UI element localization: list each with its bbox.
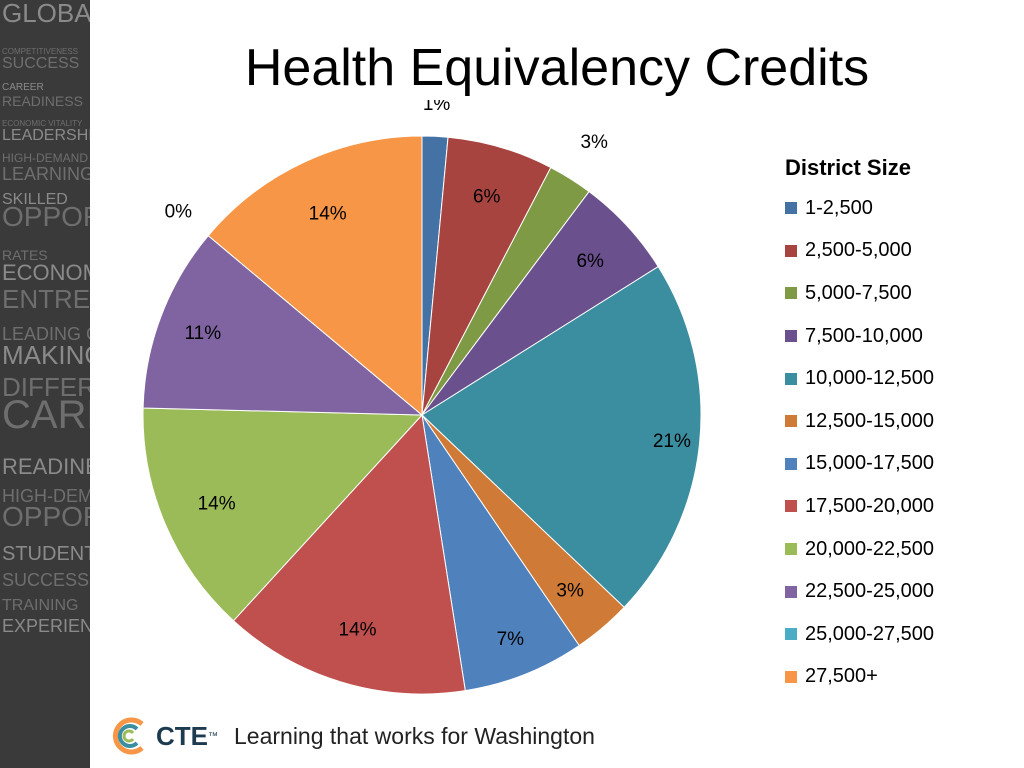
legend-item: 1-2,500 (785, 187, 934, 230)
legend-label: 22,500-25,000 (805, 580, 935, 603)
collage-word: ECONOMIC VITALITY (2, 119, 83, 128)
collage-word: LEADING CHANGE (2, 324, 90, 344)
legend-label: 7,500-10,000 (805, 324, 923, 347)
collage-word: CAREER (2, 82, 44, 93)
legend-title: District Size (785, 155, 911, 180)
legend-label: 20,000-22,500 (805, 537, 935, 560)
chart-legend: District Size 1-2,500 2,500-5,000 5,000-7,… (785, 155, 934, 698)
collage-word: OPPORTUNITY (2, 201, 90, 232)
collage-word: SUCCESS (2, 55, 79, 72)
legend-swatch (785, 244, 797, 257)
data-label: 14% (198, 493, 236, 514)
collage-word: EXPERIENCE (2, 616, 90, 636)
collage-word: LEADERSHIP (2, 127, 90, 144)
footer-branding: CTE ™ Learning that works for Washington (108, 712, 595, 760)
legend-swatch (785, 670, 797, 683)
collage-word: SKILLED (2, 191, 68, 208)
pie-slice-17-500-20-000 (232, 413, 466, 695)
collage-word: RATES (2, 247, 48, 263)
pie-slice-10-000-12-500 (421, 265, 702, 609)
legend-swatch (785, 202, 797, 215)
legend-item: 22,500-25,000 (785, 570, 934, 613)
data-label: 6% (576, 251, 604, 272)
pie-slice-27-500- (207, 135, 423, 417)
legend-swatch (785, 330, 797, 343)
legend-label: 27,500+ (805, 665, 878, 688)
legend-item: 17,500-20,000 (785, 485, 934, 528)
collage-word: LEARNING (2, 164, 90, 184)
legend-item: 12,500-15,000 (785, 400, 934, 443)
legend-item: 7,500-10,000 (785, 315, 934, 358)
legend-swatch (785, 287, 797, 300)
data-label: 0% (165, 202, 193, 223)
legend-swatch (785, 372, 797, 385)
collage-word: HIGH-DEMAND (2, 151, 88, 165)
data-label: 11% (184, 323, 221, 344)
legend-item: 5,000-7,500 (785, 272, 934, 315)
collage-word: READINESS (2, 454, 90, 479)
data-label: 6% (473, 187, 501, 208)
legend-label: 1-2,500 (805, 196, 873, 219)
legend-item: 2,500-5,000 (785, 230, 934, 273)
legend-item: 10,000-12,500 (785, 357, 934, 400)
legend-label: 10,000-12,500 (805, 367, 935, 390)
collage-word: CAREER (2, 393, 90, 437)
collage-word: MAKING A (2, 340, 90, 370)
collage-word: DIFFERENCE (2, 372, 90, 402)
legend-label: 2,500-5,000 (805, 239, 912, 262)
collage-word: SUCCESS (2, 570, 89, 590)
legend-label: 5,000-7,500 (805, 281, 912, 304)
data-label: 1% (423, 100, 451, 115)
legend-swatch (785, 628, 797, 641)
legend-swatch (785, 457, 797, 470)
legend-item: 27,500+ (785, 656, 934, 699)
pie-chart: 1% 6% 3% 6% 21% 3% 7% 14% 14% 11% 0% 14% (142, 100, 702, 695)
data-label: 21% (653, 431, 691, 452)
collage-word: TRAINING (2, 597, 78, 614)
data-label: 14% (309, 204, 347, 225)
legend-label: 15,000-17,500 (805, 452, 935, 475)
legend-swatch (785, 585, 797, 598)
collage-word: STUDENT (2, 543, 90, 565)
collage-word: GLOBAL (2, 0, 90, 28)
data-label: 3% (580, 132, 608, 153)
legend-item: 25,000-27,500 (785, 613, 934, 656)
data-label: 7% (497, 629, 525, 650)
pie-slice-22-500-25-000 (142, 234, 424, 416)
pie-slice-15-000-17-500 (421, 414, 580, 692)
trademark-mark: ™ (208, 730, 218, 742)
footer-tagline: Learning that works for Washington (234, 722, 595, 749)
collage-word: ECONOMIC (2, 260, 90, 285)
legend-item: 15,000-17,500 (785, 443, 934, 486)
legend-item: 20,000-22,500 (785, 528, 934, 571)
legend-label: 17,500-20,000 (805, 494, 935, 517)
cte-logo-icon (112, 717, 144, 755)
word-collage-graphic: GLOBALCOMPETITIVENESSSUCCESSCAREERREADIN… (2, 0, 90, 636)
legend-label: 25,000-27,500 (805, 622, 935, 645)
data-label: 3% (556, 580, 584, 601)
legend-swatch (785, 543, 797, 556)
collage-word: OPPORTUNITY (2, 501, 90, 532)
page-title: Health Equivalency Credits (244, 39, 870, 97)
legend-swatch (785, 415, 797, 428)
legend-swatch (785, 500, 797, 513)
pie-slice-20-000-22-500 (142, 407, 424, 622)
legend-label: 12,500-15,000 (805, 409, 935, 432)
cte-logo-text: CTE (156, 720, 208, 751)
collage-word: ENTREPRENEURSHIP (2, 284, 90, 314)
data-label: 14% (339, 620, 377, 641)
collage-word: COMPETITIVENESS (2, 47, 78, 56)
collage-word: READINESS (2, 93, 83, 109)
side-word-collage: GLOBALCOMPETITIVENESSSUCCESSCAREERREADIN… (0, 0, 90, 768)
collage-word: HIGH-DEMAND (2, 486, 90, 506)
